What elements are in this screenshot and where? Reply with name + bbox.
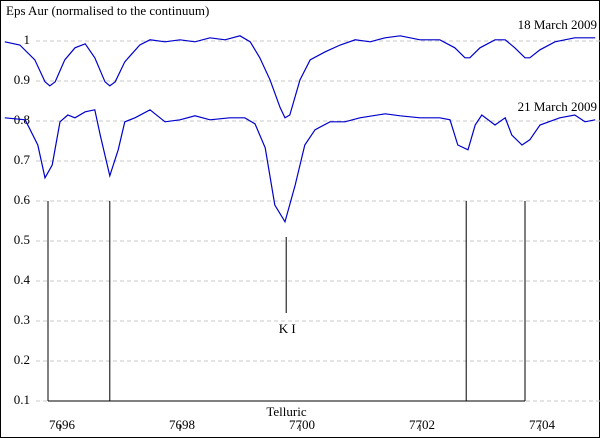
x-tick-label: 7698 — [169, 417, 195, 432]
chart-title: Eps Aur (normalised to the continuum) — [6, 3, 209, 18]
y-tick-label: 0.6 — [14, 192, 31, 207]
x-tick-label: 7702 — [409, 417, 435, 432]
telluric-label: Telluric — [266, 404, 306, 419]
y-tick-label: 0.9 — [14, 72, 30, 87]
series-label: 21 March 2009 — [518, 99, 597, 114]
x-tick-label: 7700 — [289, 417, 315, 432]
spectrum-line — [4, 35, 596, 119]
y-tick-label: 0.5 — [14, 232, 30, 247]
k-line-label: K I — [279, 321, 296, 336]
y-tick-label: 0.3 — [14, 312, 30, 327]
y-tick-label: 0.4 — [14, 272, 31, 287]
y-tick-label: 0.7 — [14, 152, 31, 167]
spectrum-line — [4, 109, 596, 224]
x-tick-label: 7696 — [49, 417, 76, 432]
x-tick-label: 7704 — [529, 417, 556, 432]
y-tick-label: 1 — [24, 32, 31, 47]
series-label: 18 March 2009 — [518, 17, 597, 32]
y-tick-label: 0.2 — [14, 352, 30, 367]
y-tick-label: 0.1 — [14, 392, 30, 407]
